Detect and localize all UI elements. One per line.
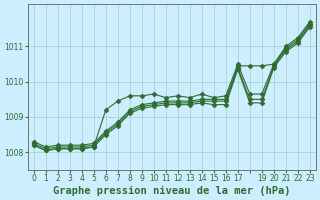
X-axis label: Graphe pression niveau de la mer (hPa): Graphe pression niveau de la mer (hPa) (53, 186, 291, 196)
